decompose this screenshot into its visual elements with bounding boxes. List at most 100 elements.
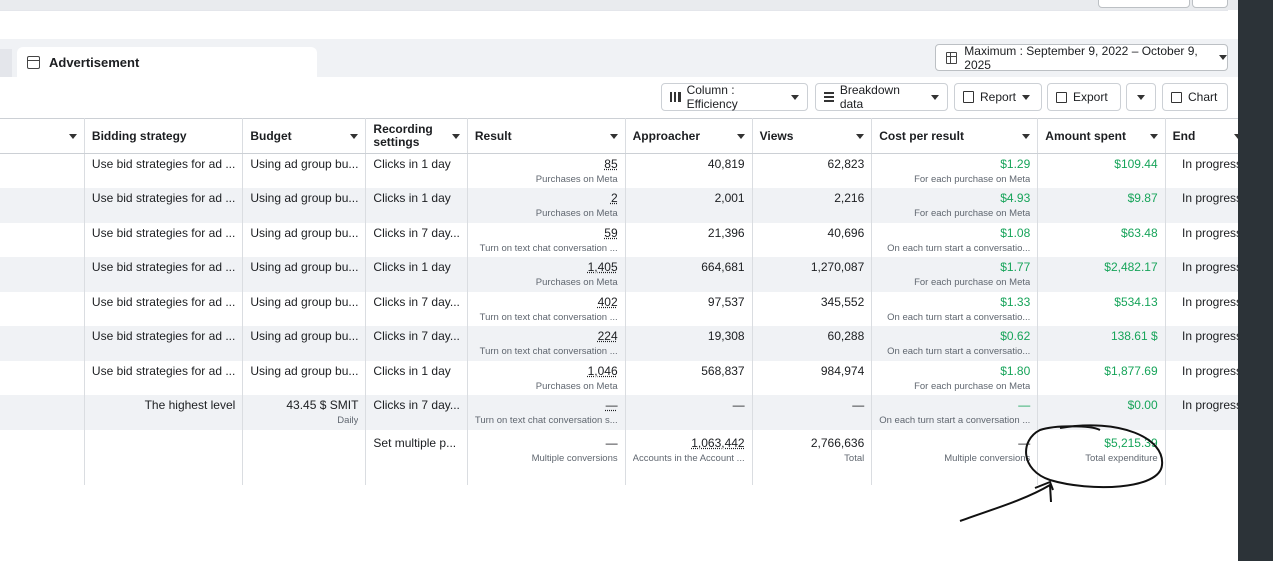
cell-spent: 138.61 $	[1037, 326, 1166, 361]
tab-advertisement[interactable]: Advertisement	[17, 47, 317, 77]
columns-icon	[670, 92, 681, 102]
export-dropdown-button[interactable]	[1126, 83, 1156, 111]
chevron-down-icon[interactable]	[1149, 134, 1158, 139]
cell-result: 85 Purchases on Meta	[467, 153, 626, 188]
breakdown-button[interactable]: Breakdown data	[815, 83, 948, 111]
cell-name	[0, 222, 85, 257]
total-recording: Set multiple p...	[365, 429, 468, 485]
cell-spent: $0.00	[1037, 395, 1166, 430]
chevron-down-icon[interactable]	[609, 134, 618, 139]
total-approacher: 1,063,442 Accounts in the Account ...	[625, 429, 753, 485]
cell-spent: $63.48	[1037, 222, 1166, 257]
chevron-down-icon[interactable]	[350, 134, 359, 139]
cell-end: In progress	[1165, 188, 1251, 223]
chevron-down-icon	[791, 94, 799, 100]
col-header-result[interactable]: Result	[467, 118, 626, 154]
chevron-down-icon[interactable]	[1022, 134, 1031, 139]
chart-icon	[1171, 91, 1182, 103]
cell-budget: Using ad group bu...	[242, 257, 367, 292]
chart-button[interactable]: Chart	[1162, 83, 1228, 111]
table-row[interactable]: Use bid strategies for ad ... Using ad g…	[0, 188, 1273, 223]
top-button[interactable]	[1098, 0, 1190, 8]
cell-budget: Using ad group bu...	[242, 291, 367, 326]
report-label: Report	[980, 90, 1017, 104]
chevron-down-icon[interactable]	[856, 134, 865, 139]
cell-end: In progress	[1165, 395, 1251, 430]
cell-approacher: 97,537	[625, 291, 753, 326]
col-header-approacher[interactable]: Approacher	[625, 118, 753, 154]
col-header-cpr[interactable]: Cost per result	[871, 118, 1039, 154]
cell-cpr: $1.80 For each purchase on Meta	[871, 360, 1039, 395]
cell-cpr: $1.08 On each turn start a conversatio...	[871, 222, 1039, 257]
col-header-views[interactable]: Views	[752, 118, 873, 154]
right-sidebar	[1238, 0, 1273, 561]
cell-approacher: 21,396	[625, 222, 753, 257]
tab-label: Advertisement	[49, 54, 140, 70]
export-button[interactable]: Export	[1047, 83, 1121, 111]
date-range-button[interactable]: Maximum : September 9, 2022 – October 9,…	[935, 43, 1228, 72]
cell-recording: Clicks in 1 day	[365, 153, 468, 188]
cell-recording: Clicks in 1 day	[365, 257, 468, 292]
table-row[interactable]: The highest level 43.45 $ SMIT Daily Clic…	[0, 395, 1273, 430]
cell-views: 62,823	[752, 153, 873, 188]
chevron-down-icon[interactable]	[68, 134, 77, 139]
cell-bidding: Use bid strategies for ad ...	[84, 188, 244, 223]
cell-result: 1,046 Purchases on Meta	[467, 360, 626, 395]
col-header-bidding[interactable]: Bidding strategy	[84, 118, 244, 154]
tab-previous[interactable]	[0, 49, 12, 77]
cell-spent: $534.13	[1037, 291, 1166, 326]
arrow-line	[959, 483, 1052, 522]
total-views: 2,766,636 Total	[752, 429, 873, 485]
chevron-down-icon	[931, 94, 939, 100]
col-header-recording[interactable]: Recording settings	[365, 118, 468, 154]
cell-end: In progress	[1165, 222, 1251, 257]
table-row[interactable]: Use bid strategies for ad ... Using ad g…	[0, 153, 1273, 188]
col-header-spent[interactable]: Amount spent	[1037, 118, 1166, 154]
cell-result: — Turn on text chat conversation s...	[467, 395, 626, 430]
cell-approacher: 2,001	[625, 188, 753, 223]
totals-row: Set multiple p... — Multiple conversions …	[0, 429, 1273, 485]
column-button[interactable]: Column : Efficiency	[661, 83, 808, 111]
date-range-label: Maximum : September 9, 2022 – October 9,…	[964, 43, 1198, 72]
cell-recording: Clicks in 7 day...	[365, 291, 468, 326]
filter-bar[interactable]	[0, 10, 1228, 40]
col-header-end[interactable]: End	[1165, 118, 1251, 154]
cell-result: 224 Turn on text chat conversation ...	[467, 326, 626, 361]
cell-result: 2 Purchases on Meta	[467, 188, 626, 223]
top-button-small[interactable]	[1192, 0, 1228, 8]
cell-views: 60,288	[752, 326, 873, 361]
export-icon	[1056, 91, 1067, 103]
table-row[interactable]: Use bid strategies for ad ... Using ad g…	[0, 257, 1273, 292]
table-row[interactable]: Use bid strategies for ad ... Using ad g…	[0, 291, 1273, 326]
cell-views: 2,216	[752, 188, 873, 223]
cell-cpr: — On each turn start a conversation ...	[871, 395, 1039, 430]
cell-spent: $109.44	[1037, 153, 1166, 188]
cell-views: —	[752, 395, 873, 430]
cell-name	[0, 395, 85, 430]
cell-budget: 43.45 $ SMIT Daily	[242, 395, 367, 430]
cell-result: 1,405 Purchases on Meta	[467, 257, 626, 292]
table-row[interactable]: Use bid strategies for ad ... Using ad g…	[0, 222, 1273, 257]
table-row[interactable]: Use bid strategies for ad ... Using ad g…	[0, 360, 1273, 395]
chevron-down-icon[interactable]	[451, 134, 460, 139]
cell-end: In progress	[1165, 291, 1251, 326]
cell-bidding: The highest level	[84, 395, 244, 430]
cell-empty	[242, 429, 367, 485]
cell-cpr: $0.62 On each turn start a conversatio...	[871, 326, 1039, 361]
cell-bidding: Use bid strategies for ad ...	[84, 222, 244, 257]
cell-views: 40,696	[752, 222, 873, 257]
table-row[interactable]: Use bid strategies for ad ... Using ad g…	[0, 326, 1273, 361]
report-button[interactable]: Report	[954, 83, 1042, 111]
chevron-down-icon	[1219, 55, 1227, 60]
cell-end: In progress	[1165, 153, 1251, 188]
report-icon	[963, 91, 974, 103]
col-header-name[interactable]	[0, 118, 85, 154]
cell-result: 402 Turn on text chat conversation ...	[467, 291, 626, 326]
col-header-budget[interactable]: Budget	[242, 118, 367, 154]
cell-spent: $9.87	[1037, 188, 1166, 223]
cell-spent: $1,877.69	[1037, 360, 1166, 395]
cell-budget: Using ad group bu...	[242, 360, 367, 395]
chevron-down-icon[interactable]	[736, 134, 745, 139]
chevron-down-icon	[1022, 94, 1031, 100]
window-icon	[27, 55, 40, 69]
